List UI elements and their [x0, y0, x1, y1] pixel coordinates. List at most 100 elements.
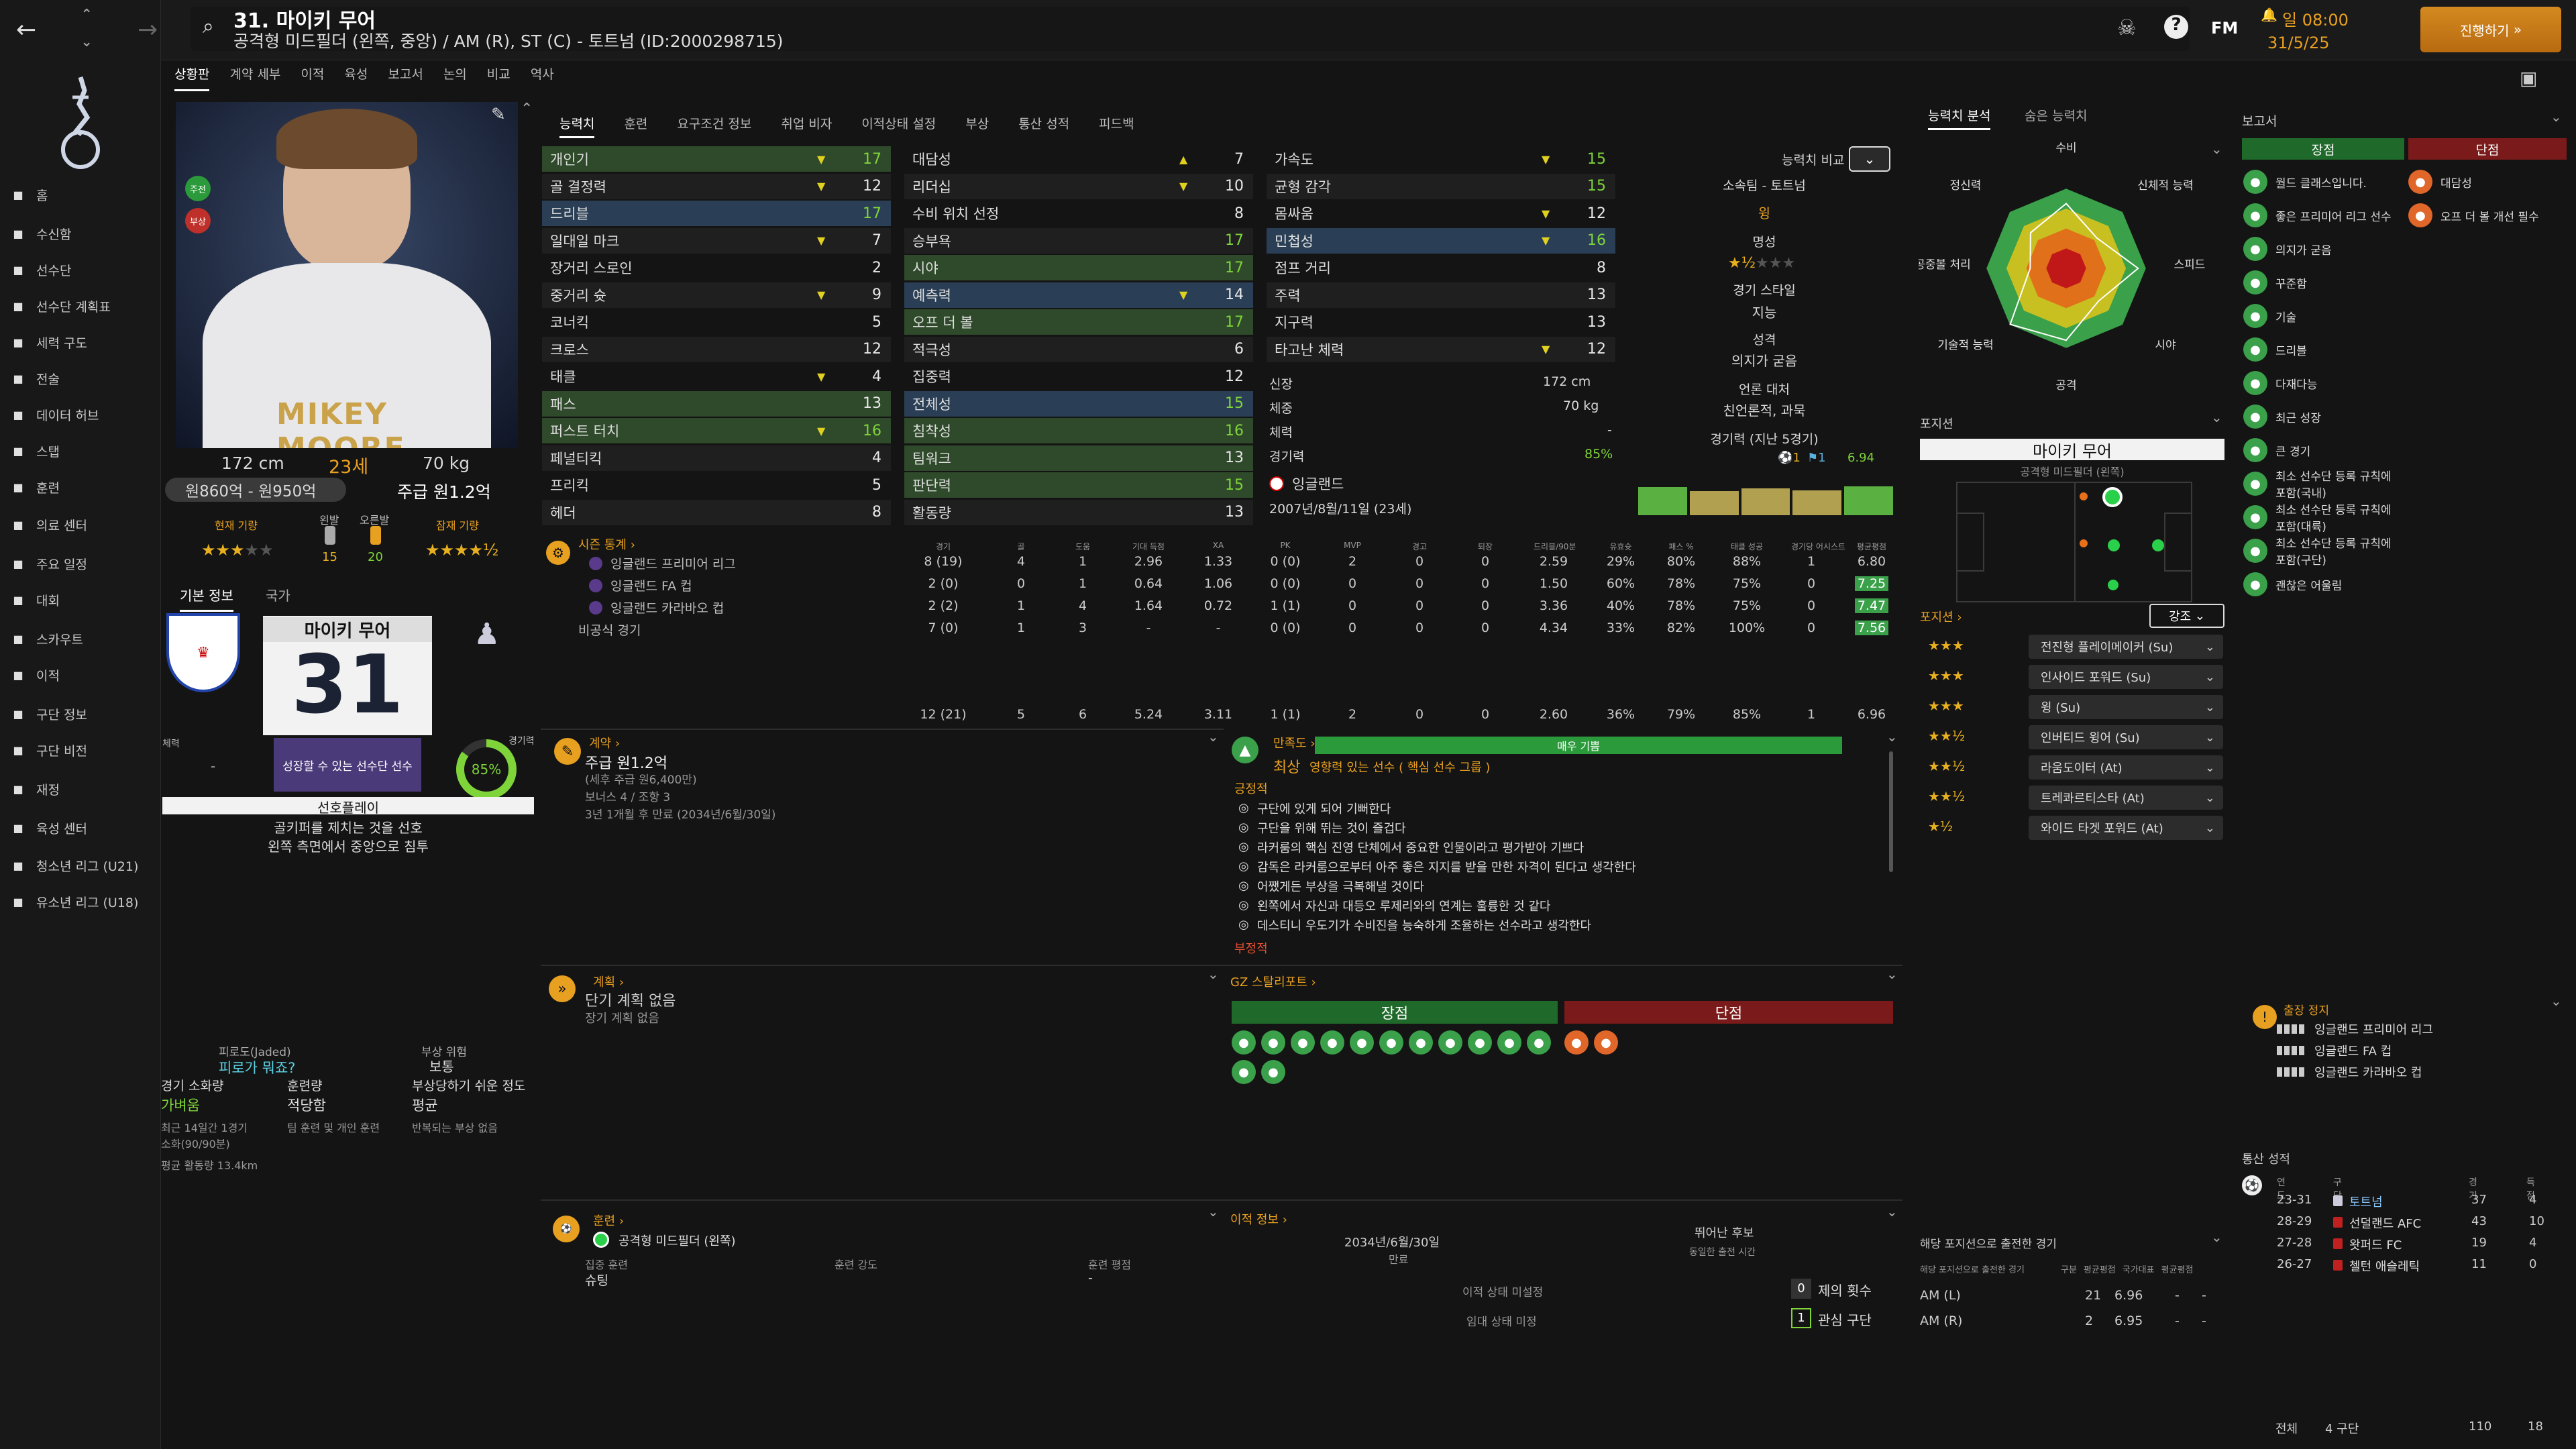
attribute-row[interactable]: 개인기 ▼ 17	[542, 146, 891, 172]
subtab[interactable]: 보고서	[388, 67, 423, 82]
sidebar-item[interactable]: ■ 데이터 허브	[8, 400, 160, 429]
sidebar-item[interactable]: ■ 선수단	[8, 255, 160, 284]
plan-label[interactable]: 계획 ›	[593, 975, 625, 989]
played-collapse-icon[interactable]: ⌄	[2211, 1229, 2222, 1245]
sidebar-item[interactable]: ■ 육성 센터	[8, 813, 160, 843]
attribute-row[interactable]: 균형 감각 15	[1267, 173, 1615, 199]
trend-up-icon[interactable]: ●	[1232, 1030, 1256, 1055]
attribute-row[interactable]: 패스 13	[542, 390, 891, 417]
season-row-competition[interactable]: 잉글랜드 프리미어 리그	[610, 557, 736, 572]
club-crest-icon[interactable]	[47, 64, 114, 178]
attribute-row[interactable]: 팀워크 13	[904, 445, 1253, 471]
career-row[interactable]: 27-28 왓퍼드 FC 19 4	[2277, 1233, 2559, 1254]
role-row[interactable]: ★★½ 트레콰르티스타 (At) ⌄	[1920, 784, 2226, 814]
attribute-row[interactable]: 코너킥 5	[542, 309, 891, 335]
attr-tab[interactable]: 요구조건 정보	[677, 117, 752, 131]
boot-icon[interactable]: ●	[1379, 1030, 1403, 1055]
role-row[interactable]: ★★★ 전진형 플레이메이커 (Su) ⌄	[1920, 633, 2226, 663]
sidebar-item[interactable]: ■ 홈	[8, 180, 160, 209]
role-row[interactable]: ★½ 와이드 타겟 포워드 (At) ⌄	[1920, 814, 2226, 845]
down-icon[interactable]: ⌄	[80, 34, 93, 50]
sidebar-item[interactable]: ■ 유소년 리그 (U18)	[8, 887, 160, 916]
contract-collapse-icon[interactable]: ⌄	[1208, 729, 1219, 745]
back-icon[interactable]: ←	[16, 16, 37, 44]
star-icon[interactable]: ●	[1261, 1030, 1285, 1055]
role-row[interactable]: ★★½ 라움도이터 (At) ⌄	[1920, 754, 2226, 784]
role-dropdown[interactable]: 인버티드 윙어 (Su) ⌄	[2029, 725, 2223, 749]
subtab[interactable]: 계약 세부	[229, 67, 281, 82]
fit-icon[interactable]: ●	[1261, 1060, 1285, 1084]
role-row[interactable]: ★★½ 인버티드 윙어 (Su) ⌄	[1920, 724, 2226, 754]
sidebar-item[interactable]: ■ 대회	[8, 585, 160, 614]
role-dropdown[interactable]: 라움도이터 (At) ⌄	[2029, 755, 2223, 780]
sidebar-item[interactable]: ■ 재정	[8, 774, 160, 804]
training-label[interactable]: 훈련 ›	[593, 1214, 625, 1228]
attribute-row[interactable]: 드리블 17	[542, 201, 891, 226]
happiness-collapse-icon[interactable]: ⌄	[1886, 729, 1898, 745]
attribute-row[interactable]: 크로스 12	[542, 336, 891, 362]
attr-tab[interactable]: 훈련	[624, 117, 648, 131]
bell-icon[interactable]: 🔔	[2261, 7, 2277, 23]
attribute-row[interactable]: 활동량 13	[904, 499, 1253, 525]
attribute-row[interactable]: 집중력 12	[904, 364, 1253, 389]
season-row-competition[interactable]: 비공식 경기	[578, 623, 641, 638]
sidebar-item[interactable]: ■ 스탭	[8, 436, 160, 466]
sidebar-item[interactable]: ■ 스카우트	[8, 624, 160, 653]
edit-icon[interactable]: ✎	[491, 105, 506, 125]
subtab[interactable]: 이적	[301, 67, 325, 82]
tab-hidden-attributes[interactable]: 숨은 능력치	[2025, 109, 2088, 123]
sidebar-item[interactable]: ■ 주요 일정	[8, 549, 160, 578]
boldness-icon[interactable]: ●	[1564, 1030, 1589, 1055]
subtab[interactable]: 논의	[443, 67, 467, 82]
attribute-row[interactable]: 퍼스트 터치 ▼ 16	[542, 418, 891, 443]
role-row[interactable]: ★★★ 윙 (Su) ⌄	[1920, 694, 2226, 724]
gz-collapse-icon[interactable]: ⌄	[1886, 966, 1898, 982]
registration-icon[interactable]: ●	[1232, 1060, 1256, 1084]
sidebar-item[interactable]: ■ 전술	[8, 364, 160, 393]
attribute-row[interactable]: 수비 위치 선정 8	[904, 201, 1253, 226]
career-row[interactable]: 23-31 토트넘 37 4	[2277, 1190, 2559, 1212]
attribute-row[interactable]: 리더십 ▼ 10	[904, 173, 1253, 199]
registration-icon[interactable]: ●	[1497, 1030, 1521, 1055]
attribute-row[interactable]: 프리킥 5	[542, 472, 891, 498]
happiness-scrollbar[interactable]	[1889, 751, 1893, 872]
skull-icon[interactable]: ☠	[2117, 15, 2137, 40]
season-label[interactable]: 시즌 통계 ›	[578, 538, 635, 552]
attribute-row[interactable]: 대담성 ▲ 7	[904, 146, 1253, 172]
role-dropdown[interactable]: 트레콰르티스타 (At) ⌄	[2029, 786, 2223, 810]
contract-label[interactable]: 계약 ›	[589, 737, 621, 751]
transfer-label[interactable]: 이적 정보 ›	[1230, 1213, 1287, 1227]
season-row-competition[interactable]: 잉글랜드 카라바오 컵	[610, 601, 724, 616]
registration-icon[interactable]: ●	[1527, 1030, 1551, 1055]
search-bar[interactable]	[191, 7, 2190, 51]
gz-label[interactable]: GZ 스탈리포트 ›	[1230, 975, 1316, 989]
collapse-icon[interactable]: ⌃	[521, 101, 533, 117]
attribute-row[interactable]: 적극성 6	[904, 336, 1253, 362]
attribute-row[interactable]: 태클 ▼ 4	[542, 364, 891, 389]
attribute-row[interactable]: 침착성 16	[904, 418, 1253, 443]
sidebar-item[interactable]: ■ 이적	[8, 660, 160, 690]
up-icon[interactable]: ⌃	[80, 7, 93, 23]
attr-tab[interactable]: 부상	[965, 117, 989, 131]
attribute-row[interactable]: 민첩성 ▼ 16	[1267, 227, 1615, 254]
subtab[interactable]: 비교	[486, 67, 511, 82]
subtab[interactable]: 육성	[344, 67, 368, 82]
attribute-row[interactable]: 승부욕 17	[904, 227, 1253, 254]
sidebar-item[interactable]: ■ 청소년 리그 (U21)	[8, 851, 160, 880]
compare-dropdown[interactable]: ⌄	[1849, 146, 1890, 172]
help-icon[interactable]: ?	[2164, 15, 2188, 39]
roles-header[interactable]: 포지션 ›	[1920, 610, 1962, 625]
transfer-collapse-icon[interactable]: ⌄	[1886, 1203, 1898, 1220]
subtab[interactable]: 상황판	[174, 64, 210, 91]
shield-icon[interactable]: ●	[1291, 1030, 1315, 1055]
attribute-row[interactable]: 전체성 15	[904, 390, 1253, 417]
continue-button[interactable]: 진행하기 »	[2420, 7, 2561, 52]
sidebar-item[interactable]: ■ 의료 센터	[8, 510, 160, 539]
growth-icon[interactable]: ●	[1438, 1030, 1462, 1055]
analysis-collapse-icon[interactable]: ⌄	[2211, 141, 2222, 157]
attribute-row[interactable]: 시야 17	[904, 255, 1253, 280]
attribute-row[interactable]: 페널티킥 4	[542, 445, 891, 471]
attribute-row[interactable]: 가속도 ▼ 15	[1267, 146, 1615, 172]
target-icon[interactable]: ●	[1320, 1030, 1344, 1055]
sidebar-item[interactable]: ■ 선수단 계획표	[8, 291, 160, 321]
